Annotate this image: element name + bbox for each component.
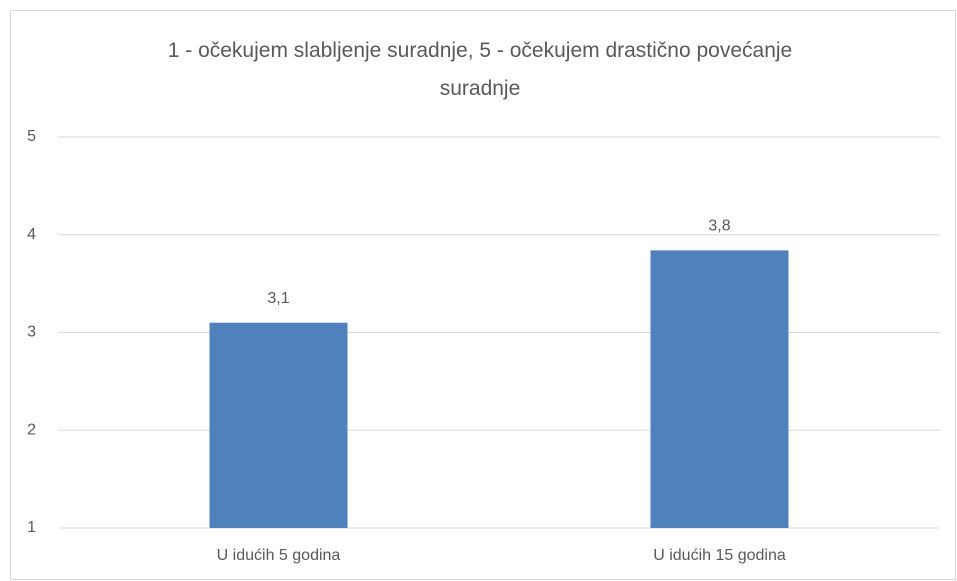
chart-title: 1 - očekujem slabljenje suradnje, 5 - oč… — [167, 39, 793, 100]
y-tick-label: 2 — [27, 421, 36, 438]
x-tick-label: U idućih 15 godina — [653, 547, 786, 564]
y-tick-label: 3 — [27, 324, 36, 341]
x-tick-label: U idućih 5 godina — [217, 547, 341, 564]
bar — [650, 250, 789, 528]
data-label: 3,1 — [267, 290, 289, 307]
y-tick-label: 1 — [27, 519, 36, 536]
bar — [209, 322, 348, 528]
chart-border — [10, 10, 956, 580]
y-tick-label: 4 — [27, 226, 36, 243]
y-tick-label: 5 — [27, 128, 36, 145]
data-label: 3,8 — [708, 218, 730, 235]
